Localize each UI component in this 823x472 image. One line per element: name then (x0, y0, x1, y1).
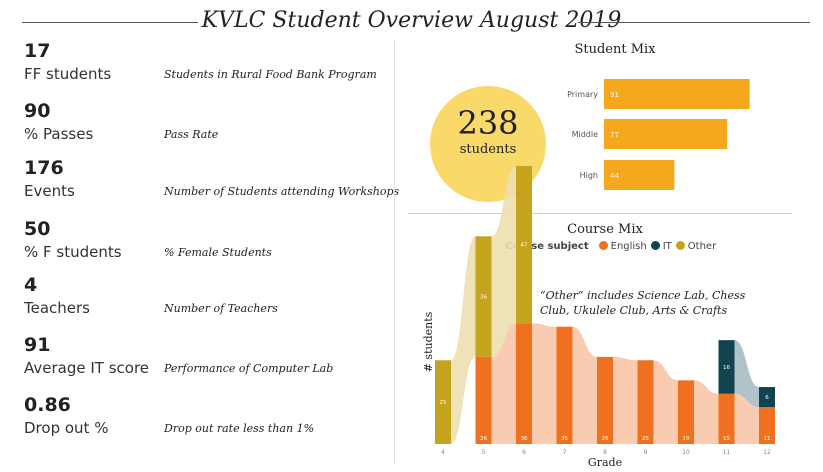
x-tick-label: 6 (522, 449, 526, 456)
kpi-label: Teachers (24, 299, 90, 317)
ribbon-english (532, 323, 557, 444)
bar-it[interactable] (718, 340, 735, 394)
bar-data-label: 15 (723, 436, 730, 442)
ribbon-english (572, 326, 597, 444)
legend-title: Course subject (505, 241, 589, 252)
legend-it[interactable]: IT (662, 241, 672, 252)
kpi-value: 17 (24, 40, 51, 62)
bar-data-label: 19 (683, 436, 690, 442)
kpi-description: Students in Rural Food Bank Program (164, 68, 377, 81)
x-tick-label: 8 (603, 449, 607, 456)
y-axis-label: # students (422, 311, 435, 372)
kpi-description: % Female Students (164, 246, 272, 259)
bar-data-label: 6 (765, 395, 769, 401)
kpi-label: % Passes (24, 125, 94, 143)
bar-other[interactable] (435, 360, 451, 444)
bar-data-label: 25 (642, 436, 649, 442)
legend-english[interactable]: English (610, 241, 647, 252)
bar-english[interactable] (475, 356, 492, 444)
bar-data-label: 35 (561, 436, 568, 442)
other-note: “Other” includes Science Lab, Chess Club… (540, 289, 746, 317)
bar-data-label: 26 (602, 436, 609, 442)
bar-english[interactable] (556, 326, 573, 444)
ribbon-english (694, 380, 719, 444)
student-total-value: 238 (457, 104, 519, 142)
title-rule-left (22, 22, 198, 23)
legend-english-swatch (598, 241, 608, 250)
x-axis-label: Grade (588, 456, 622, 469)
ribbon-english (491, 323, 516, 444)
kpi-value: 50 (24, 218, 51, 240)
student-mix-category: High (580, 171, 598, 180)
x-tick-label: 7 (563, 449, 567, 456)
ribbon-other (451, 236, 476, 444)
student-mix-data-label: 77 (610, 131, 619, 139)
x-tick-label: 5 (482, 449, 486, 456)
ribbon-english (613, 356, 638, 444)
kpi-value: 176 (24, 157, 64, 179)
legend-it-swatch (650, 241, 660, 250)
bar-data-label: 36 (521, 436, 528, 442)
bar-data-label: 47 (521, 243, 528, 249)
x-tick-label: 4 (441, 449, 445, 456)
kpi-description: Pass Rate (164, 128, 219, 141)
bar-english[interactable] (759, 407, 775, 444)
page-title: KVLC Student Overview August 2019 (201, 8, 622, 33)
student-mix-bar[interactable] (604, 79, 750, 109)
kpi-value: 91 (24, 334, 51, 356)
bar-english[interactable] (637, 360, 654, 444)
bar-data-label: 16 (723, 365, 730, 371)
ribbon-english (734, 393, 759, 444)
bar-it[interactable] (759, 387, 775, 408)
title-rule-right (578, 22, 810, 23)
x-tick-label: 9 (644, 449, 648, 456)
course-mix-title: Course Mix (567, 222, 643, 237)
student-mix-category: Middle (572, 130, 599, 139)
kpi-value: 90 (24, 100, 51, 122)
ribbon-other (491, 165, 516, 357)
ribbon-it (734, 340, 759, 408)
bar-english[interactable] (597, 356, 613, 444)
section-divider (408, 213, 792, 214)
column-divider (394, 40, 395, 465)
kpi-label: FF students (24, 65, 112, 83)
bar-english[interactable] (516, 323, 532, 444)
x-tick-label: 10 (682, 449, 690, 456)
student-mix-data-label: 91 (610, 91, 619, 99)
kpi-label: Drop out % (24, 419, 109, 437)
kpi-description: Number of Teachers (164, 302, 278, 315)
student-mix-category: Primary (567, 90, 598, 99)
kpi-value: 4 (24, 274, 38, 296)
student-mix-title: Student Mix (574, 42, 656, 57)
student-total-label: students (459, 142, 517, 157)
bar-other[interactable] (475, 236, 492, 357)
bar-data-label: 25 (440, 400, 447, 406)
course-legend: Course subject English IT Other (505, 241, 716, 252)
kpi-label: % F students (24, 243, 122, 261)
legend-other-swatch (675, 241, 685, 250)
kpi-label: Average IT score (24, 359, 150, 377)
x-tick-label: 11 (723, 449, 731, 456)
bar-english[interactable] (678, 380, 694, 444)
bar-other[interactable] (516, 165, 532, 324)
kpi-value: 0.86 (24, 394, 71, 416)
x-tick-label: 12 (763, 449, 771, 456)
legend-other[interactable]: Other (687, 241, 717, 252)
kpi-description: Drop out rate less than 1% (164, 422, 315, 435)
kpi-description: Number of Students attending Workshops (164, 185, 400, 198)
bar-data-label: 36 (480, 295, 487, 301)
bar-data-label: 11 (764, 436, 771, 442)
bar-english[interactable] (718, 393, 735, 444)
student-mix-bar[interactable] (604, 119, 728, 149)
student-mix-bar[interactable] (604, 160, 675, 190)
ribbon-english (653, 360, 678, 444)
kpi-label: Events (24, 182, 75, 200)
student-mix-data-label: 44 (610, 172, 619, 180)
bar-data-label: 26 (480, 436, 487, 442)
kpi-description: Performance of Computer Lab (164, 362, 334, 375)
